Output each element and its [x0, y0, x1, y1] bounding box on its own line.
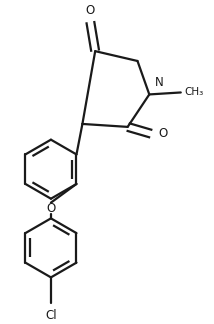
- Text: O: O: [46, 202, 56, 215]
- Text: O: O: [86, 4, 95, 17]
- Text: N: N: [155, 75, 164, 88]
- Text: Cl: Cl: [45, 309, 57, 322]
- Text: O: O: [158, 127, 167, 140]
- Text: CH₃: CH₃: [185, 87, 204, 98]
